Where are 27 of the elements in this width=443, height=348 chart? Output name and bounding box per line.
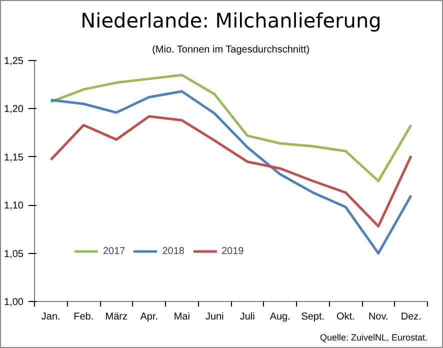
- x-tick-label: Okt.: [336, 312, 355, 322]
- x-tick-label: März: [105, 312, 128, 322]
- y-tick-label: 1,15: [4, 152, 24, 164]
- x-tick-label: Juli: [240, 312, 255, 322]
- x-tick-label: Mai: [174, 312, 190, 322]
- x-tick-label: Aug.: [270, 312, 290, 322]
- x-tick-label: Jan.: [41, 312, 60, 322]
- x-tick-label: Nov.: [368, 312, 388, 322]
- chart-subtitle: (Mio. Tonnen im Tagesdurchschnitt): [152, 44, 310, 56]
- chart-title: Niederlande: Milchanlieferung: [80, 8, 382, 32]
- x-tick-label: Feb.: [74, 312, 94, 322]
- y-tick-label: 1,20: [4, 104, 24, 116]
- x-tick-label: Juni: [205, 312, 224, 322]
- x-tick-label: Apr.: [140, 312, 158, 322]
- legend-label: 2018: [162, 246, 184, 256]
- line-series: [50, 74, 412, 182]
- legend-label: 2019: [222, 246, 244, 256]
- y-tick-label: 1,25: [4, 56, 24, 67]
- x-tick-label: Dez.: [400, 312, 422, 322]
- y-tick-label: 1,00: [4, 297, 24, 308]
- source-note: Quelle: ZuivelNL, Eurostat.: [320, 332, 428, 342]
- y-tick-label: 1,10: [4, 200, 24, 212]
- y-tick-label: 1,05: [4, 248, 24, 260]
- line-series: [50, 90, 412, 255]
- line-series: [50, 115, 412, 228]
- legend-label: 2017: [103, 246, 126, 256]
- x-tick-label: Sept.: [301, 312, 325, 322]
